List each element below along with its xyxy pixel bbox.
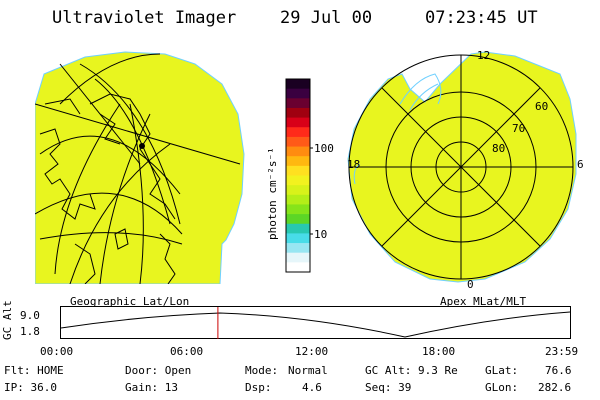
mlt-label-18: 18 — [347, 158, 361, 171]
mlat-label-60: 60 — [535, 100, 549, 113]
colorbar-band — [286, 243, 310, 254]
status-dsp-value: 4.6 — [302, 381, 322, 394]
status-mode-label: Mode: — [245, 364, 279, 377]
colorbar-band — [286, 107, 310, 119]
colorbar-band — [286, 194, 310, 206]
polar-panel-label: Apex MLat/MLT — [440, 295, 527, 308]
colorbar-band — [286, 117, 310, 128]
geographic-map — [35, 51, 245, 284]
status-flt: Flt: HOME — [4, 364, 64, 377]
geo-panel-label: Geographic Lat/Lon — [70, 295, 190, 308]
status-seq: Seq: 39 — [365, 381, 412, 394]
colorbar-band — [286, 127, 310, 138]
status-glon-label: GLon: — [485, 381, 519, 394]
status-gc-alt: GC Alt: 9.3 Re — [365, 364, 458, 377]
colorbar-band — [286, 252, 310, 263]
timeline-ymin-label: 1.8 — [20, 325, 40, 338]
colorbar-band — [286, 88, 310, 99]
colorbar-band — [286, 136, 310, 148]
colorbar — [285, 78, 313, 273]
colorbar-band — [286, 156, 310, 167]
polar-map — [347, 51, 577, 283]
colorbar-band — [286, 98, 310, 109]
status-dsp-label: Dsp: — [245, 381, 272, 394]
status-glat-value: 76.6 — [545, 364, 572, 377]
timeline-ymax-label: 9.0 — [20, 309, 40, 322]
colorbar-band — [286, 146, 310, 157]
status-door: Door: Open — [125, 364, 192, 377]
colorbar-tick-100: 100 — [314, 142, 334, 155]
timeline-plot — [60, 306, 571, 339]
instrument-title: Ultraviolet Imager — [52, 8, 237, 28]
colorbar-band — [286, 233, 310, 244]
status-glat-label: GLat: — [485, 364, 519, 377]
time-label-0600: 06:00 — [170, 345, 204, 358]
colorbar-band — [286, 204, 310, 215]
observation-time: 07:23:45 UT — [425, 8, 538, 28]
colorbar-tick-10: 10 — [314, 228, 328, 241]
time-label-1800: 18:00 — [422, 345, 456, 358]
colorbar-band — [286, 185, 310, 196]
mlt-label-12: 12 — [477, 49, 491, 62]
colorbar-band — [286, 214, 310, 225]
colorbar-band — [286, 79, 310, 90]
time-label-0000: 00:00 — [40, 345, 74, 358]
colorbar-unit-label: photon cm⁻²s⁻¹ — [266, 147, 279, 240]
status-glon-value: 282.6 — [538, 381, 572, 394]
mlt-label-0: 0 — [467, 278, 474, 291]
colorbar-band — [286, 165, 310, 177]
mlat-label-80: 80 — [492, 142, 506, 155]
time-label-2359: 23:59 — [545, 345, 579, 358]
mlat-label-70: 70 — [512, 122, 526, 135]
status-gain: Gain: 13 — [125, 381, 178, 394]
mlt-label-6: 6 — [577, 158, 584, 171]
geo-center-marker — [139, 143, 145, 149]
colorbar-band — [286, 223, 310, 234]
time-label-1200: 12:00 — [295, 345, 329, 358]
status-ip: IP: 36.0 — [4, 381, 57, 394]
colorbar-band — [286, 262, 310, 273]
observation-date: 29 Jul 00 — [280, 8, 373, 28]
timeline-axis-label: GC Alt — [1, 300, 14, 340]
colorbar-band — [286, 175, 310, 186]
status-mode-value: Normal — [288, 364, 328, 377]
